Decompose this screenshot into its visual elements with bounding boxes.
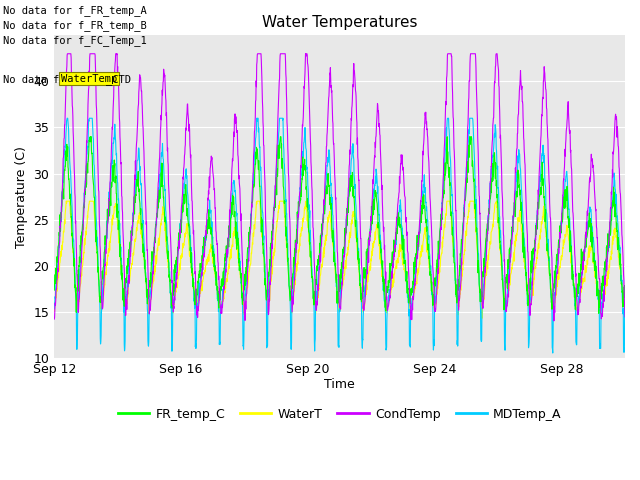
Text: No data for f_FR_temp_A
No data for f_FR_temp_B
No data for f_FC_Temp_1: No data for f_FR_temp_A No data for f_FR… xyxy=(3,5,147,46)
Text: WaterTemp: WaterTemp xyxy=(61,74,117,84)
Text: No data for f_: No data for f_ xyxy=(3,74,91,85)
Title: Water Temperatures: Water Temperatures xyxy=(262,15,417,30)
Text: _CTD: _CTD xyxy=(106,74,131,85)
Legend: FR_temp_C, WaterT, CondTemp, MDTemp_A: FR_temp_C, WaterT, CondTemp, MDTemp_A xyxy=(113,403,566,426)
Y-axis label: Temperature (C): Temperature (C) xyxy=(15,145,28,248)
X-axis label: Time: Time xyxy=(324,378,355,391)
